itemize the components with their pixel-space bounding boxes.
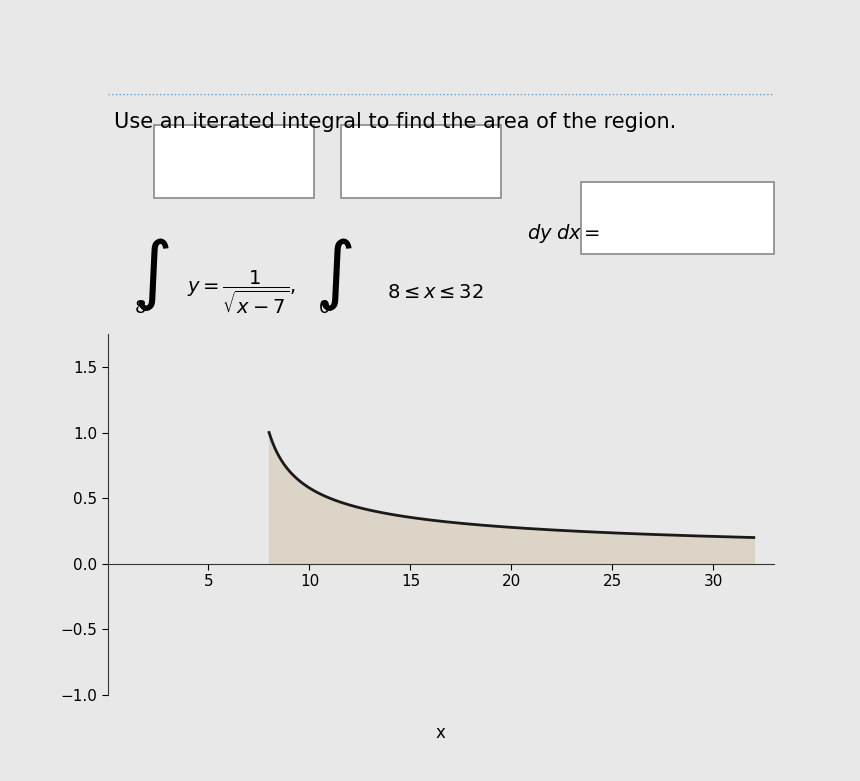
X-axis label: x: x [436, 724, 445, 742]
Text: Use an iterated integral to find the area of the region.: Use an iterated integral to find the are… [114, 112, 677, 132]
FancyBboxPatch shape [580, 182, 774, 254]
Text: 8: 8 [135, 299, 146, 317]
Text: $8 \leq x \leq 32$: $8 \leq x \leq 32$ [387, 283, 484, 301]
FancyBboxPatch shape [154, 125, 314, 198]
Text: $\int$: $\int$ [132, 236, 169, 312]
Text: $y = \dfrac{1}{\sqrt{x-7}},$: $y = \dfrac{1}{\sqrt{x-7}},$ [187, 269, 297, 316]
Text: $dy\;dx =$: $dy\;dx =$ [527, 222, 600, 245]
FancyBboxPatch shape [341, 125, 501, 198]
Text: $\int$: $\int$ [316, 236, 353, 312]
Text: 0: 0 [318, 299, 329, 317]
